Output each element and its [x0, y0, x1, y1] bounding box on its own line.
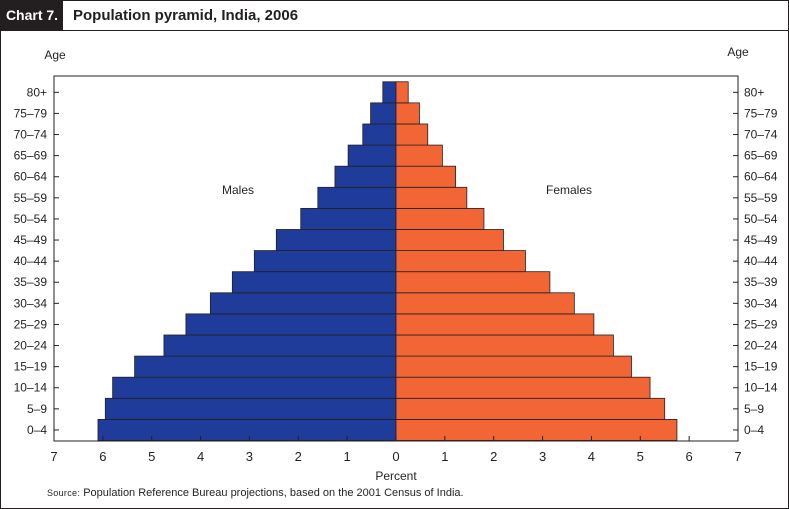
males-label: Males	[222, 183, 254, 197]
male-bar-45–49	[275, 229, 397, 251]
age-label-right: 40–44	[744, 254, 778, 268]
female-bar-10–14	[395, 376, 651, 399]
female-bar-0–4	[395, 418, 678, 441]
age-label-right: 70–74	[744, 128, 778, 142]
age-label-left: 25–29	[14, 317, 48, 331]
male-bar-10–14	[112, 376, 397, 399]
male-bar-70–74	[362, 123, 397, 146]
age-label-left: 70–74	[14, 128, 48, 142]
male-bar-75–79	[370, 102, 397, 125]
age-label-left: 45–49	[14, 233, 48, 247]
x-tick-label: 1	[441, 449, 448, 464]
y-axis-title-right: Age	[727, 45, 749, 59]
x-tick-label: 5	[148, 449, 155, 464]
male-bar-80+	[382, 81, 397, 104]
source-note: Source: Population Reference Bureau proj…	[47, 487, 464, 499]
female-bar-15–19	[395, 355, 632, 378]
female-bar-80+	[395, 81, 409, 104]
female-bar-65–69	[395, 144, 443, 167]
age-label-left: 30–34	[14, 296, 48, 310]
females-label: Females	[546, 183, 592, 197]
female-bar-75–79	[395, 102, 420, 125]
y-axis-title-left: Age	[44, 48, 66, 62]
age-label-left: 40–44	[14, 254, 48, 268]
male-bar-15–19	[134, 355, 397, 378]
age-label-right: 50–54	[744, 212, 778, 226]
male-bar-20–24	[163, 334, 397, 357]
female-bar-40–44	[395, 250, 526, 273]
x-tick-label: 3	[539, 449, 546, 464]
male-bar-50–54	[300, 207, 397, 230]
age-label-right: 10–14	[744, 381, 778, 395]
age-label-right: 75–79	[744, 106, 778, 120]
female-bar-60–64	[395, 165, 457, 188]
age-label-right: 60–64	[744, 170, 778, 184]
male-bar-55–59	[317, 186, 397, 209]
age-label-left: 5–9	[27, 402, 47, 416]
age-label-left: 15–19	[14, 360, 48, 374]
male-bar-0–4	[97, 418, 397, 441]
age-label-left: 20–24	[14, 339, 48, 353]
x-tick-label: 3	[246, 449, 253, 464]
male-bar-5–9	[104, 397, 397, 420]
female-bar-35–39	[395, 271, 551, 294]
age-label-right: 5–9	[744, 402, 764, 416]
age-label-right: 80+	[744, 85, 764, 99]
source-label: Source:	[47, 488, 81, 498]
female-bar-55–59	[395, 186, 468, 209]
x-tick-label: 6	[99, 449, 106, 464]
female-bar-20–24	[395, 334, 614, 357]
x-tick-label: 1	[344, 449, 351, 464]
female-bar-25–29	[395, 313, 595, 336]
male-bar-65–69	[347, 144, 397, 167]
age-label-left: 60–64	[14, 170, 48, 184]
age-label-left: 65–69	[14, 149, 48, 163]
age-label-right: 0–4	[744, 423, 764, 437]
female-bar-70–74	[395, 123, 429, 146]
age-label-right: 65–69	[744, 149, 778, 163]
x-tick-label: 2	[295, 449, 302, 464]
x-tick-label: 4	[197, 449, 204, 464]
x-tick-label: 7	[734, 449, 741, 464]
female-bar-45–49	[395, 229, 504, 251]
age-label-right: 35–39	[744, 275, 778, 289]
age-label-right: 55–59	[744, 191, 778, 205]
age-label-left: 35–39	[14, 275, 48, 289]
age-label-left: 55–59	[14, 191, 48, 205]
age-label-right: 45–49	[744, 233, 778, 247]
age-label-left: 0–4	[27, 423, 47, 437]
age-label-right: 30–34	[744, 296, 778, 310]
x-tick-label: 6	[686, 449, 693, 464]
male-bar-35–39	[231, 271, 397, 294]
chart-title: Population pyramid, India, 2006	[73, 7, 299, 24]
x-tick-label: 7	[50, 449, 57, 464]
female-bar-50–54	[395, 207, 485, 230]
chart-number-label: Chart 7.	[1, 1, 63, 30]
male-bar-30–34	[209, 292, 397, 315]
x-tick-label: 4	[588, 449, 595, 464]
male-bar-60–64	[334, 165, 397, 188]
male-bar-40–44	[253, 250, 397, 273]
x-tick-label: 5	[637, 449, 644, 464]
age-label-left: 75–79	[14, 106, 48, 120]
source-text: Population Reference Bureau projections,…	[83, 487, 464, 499]
x-axis-title: Percent	[375, 469, 417, 483]
age-label-left: 50–54	[14, 212, 48, 226]
male-bar-25–29	[185, 313, 397, 336]
chart-header: Chart 7. Population pyramid, India, 2006	[1, 1, 788, 31]
age-label-right: 25–29	[744, 317, 778, 331]
x-tick-label: 2	[490, 449, 497, 464]
female-bar-5–9	[395, 397, 666, 420]
female-bar-30–34	[395, 292, 575, 315]
x-tick-label: 0	[392, 449, 399, 464]
age-label-right: 15–19	[744, 360, 778, 374]
age-label-left: 10–14	[14, 381, 48, 395]
age-label-left: 80+	[27, 85, 47, 99]
age-label-right: 20–24	[744, 339, 778, 353]
